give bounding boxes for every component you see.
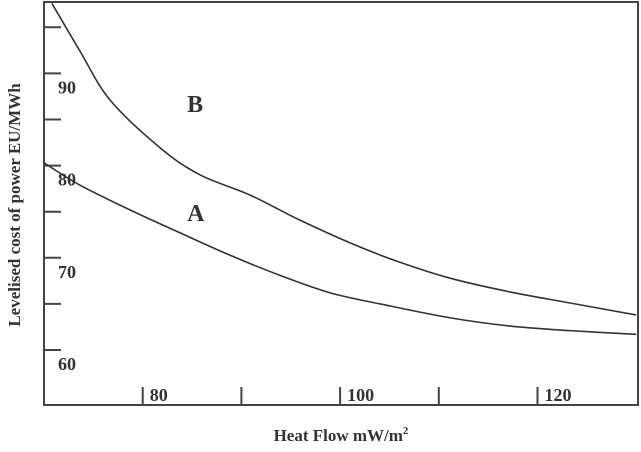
curve-b [51,2,637,316]
y-tick-label: 70 [58,262,76,282]
curve-label-b: B [187,92,203,118]
x-tick-label: 100 [347,385,374,405]
x-tick-label: 80 [150,385,168,405]
x-axis-title: Heat Flow mW/m2 [274,425,409,445]
plot-frame [43,1,639,406]
y-tick-label: 90 [58,77,76,97]
curve-label-a: A [187,201,205,227]
y-axis-ticks: 60 70 80 90 [44,26,76,374]
curve-a [43,162,637,336]
x-tick-label: 120 [545,385,572,405]
curve-labels: AB [187,92,205,227]
y-tick-label: 60 [58,354,76,374]
x-axis-ticks: 80 100 120 [141,385,572,405]
y-tick-label: 80 [58,170,76,190]
curves [43,2,637,336]
y-axis-title: Levelised cost of power EU/MWh [5,83,24,327]
